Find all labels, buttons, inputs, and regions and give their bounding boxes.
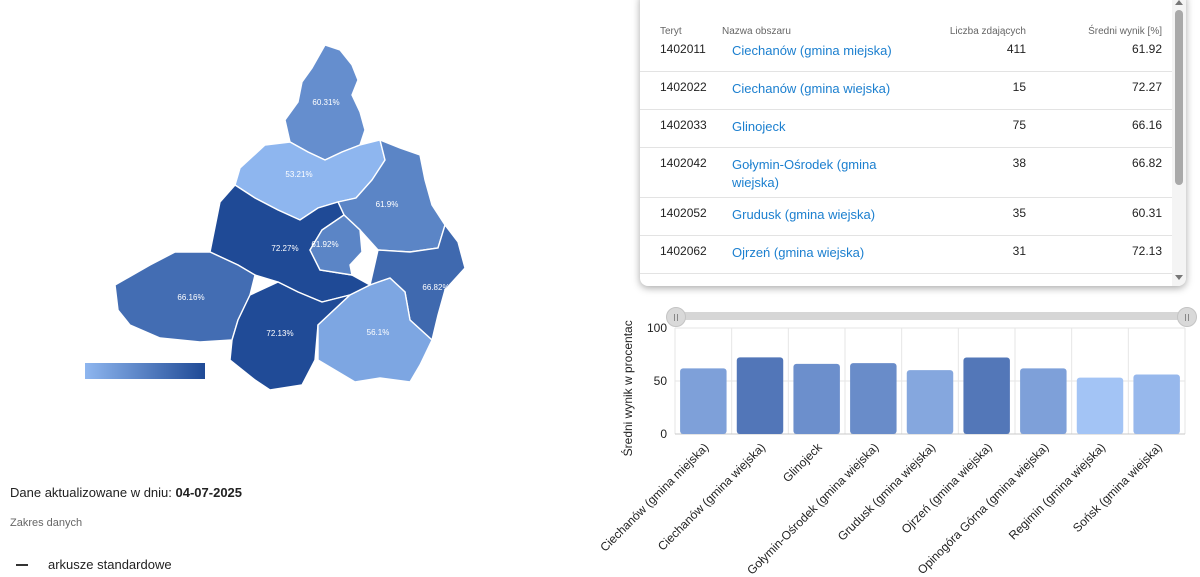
cell-count: 15 xyxy=(1012,80,1026,94)
scroll-thumb[interactable] xyxy=(1175,10,1183,185)
bar-1[interactable] xyxy=(736,357,784,434)
map-region-south[interactable] xyxy=(229,281,353,391)
data-table-card: Teryt Nazwa obszaru Liczba zdających Śre… xyxy=(640,0,1186,286)
bar-0[interactable] xyxy=(680,368,727,434)
map-label-east: 61.9% xyxy=(376,200,399,209)
cell-teryt: 1402022 xyxy=(660,80,707,94)
area-link[interactable]: Ciechanów (gmina miejska) xyxy=(732,43,892,58)
grip-icon xyxy=(1185,314,1186,321)
bar-3[interactable] xyxy=(850,363,897,434)
range-handle-right[interactable] xyxy=(1177,307,1197,327)
table-row: 1402052 Grudusk (gmina wiejska) 35 60.31 xyxy=(640,198,1172,236)
area-link[interactable]: Glinojeck xyxy=(732,119,786,134)
data-table: Teryt Nazwa obszaru Liczba zdających Śre… xyxy=(640,0,1172,286)
map-label-west: 66.16% xyxy=(177,293,204,302)
bar-6[interactable] xyxy=(1020,368,1067,434)
update-date: 04-07-2025 xyxy=(175,485,243,500)
scope-label: Zakres danych xyxy=(10,517,83,529)
cell-teryt: 1402052 xyxy=(660,206,707,220)
cell-count: 411 xyxy=(1006,42,1026,56)
cell-avg: 60.31 xyxy=(1131,206,1162,220)
map-label-northwest: 53.21% xyxy=(285,170,312,179)
cell-teryt: 1402011 xyxy=(660,42,706,56)
cell-teryt: 1402042 xyxy=(660,156,707,170)
map-region-south-east-2[interactable] xyxy=(317,277,433,383)
table-row: 1402033 Glinojeck 75 66.16 xyxy=(640,110,1172,148)
y-tick-label: 100 xyxy=(647,321,667,335)
table-row: 1402022 Ciechanów (gmina wiejska) 15 72.… xyxy=(640,72,1172,110)
table-row: 1402062 Ojrzeń (gmina wiejska) 31 72.13 xyxy=(640,236,1172,274)
y-tick-label: 50 xyxy=(654,374,668,388)
scope-item-label: arkusze standardowe xyxy=(48,557,172,572)
table-row: 1402011 Ciechanów (gmina miejska) 411 61… xyxy=(640,34,1172,72)
map-label-north: 60.31% xyxy=(312,98,339,107)
cell-avg: 66.82 xyxy=(1131,156,1162,170)
choropleth-map: 60.31% 53.21% 61.9% 72.27% 61.92% 66.16%… xyxy=(114,44,466,391)
map-label-city: 61.92% xyxy=(311,240,338,249)
cell-teryt: 1402033 xyxy=(660,118,707,132)
area-link[interactable]: Ciechanów (gmina wiejska) xyxy=(732,81,891,96)
bar-7[interactable] xyxy=(1076,377,1124,434)
x-tick-label: Ciechanów (gmina miejska) xyxy=(600,440,711,554)
map-label-south-east-2: 56.1% xyxy=(367,328,390,337)
update-prefix: Dane aktualizowane w dniu: xyxy=(10,485,172,500)
scroll-up-icon[interactable] xyxy=(1175,0,1183,5)
header-count[interactable]: Liczba zdających xyxy=(949,26,1026,37)
table-row: 1402042 Gołymin-Ośrodek (gmina wiejska) … xyxy=(640,148,1172,198)
cell-avg: 72.27 xyxy=(1131,80,1162,94)
bar-4[interactable] xyxy=(906,370,954,434)
x-tick-label: Grudusk (gmina wiejska) xyxy=(835,440,938,543)
map-legend-gradient xyxy=(85,363,205,379)
map-label-south: 72.13% xyxy=(266,329,293,338)
x-tick-label: Glinojeck xyxy=(780,440,826,486)
x-tick-label: Regimin (gmina wiejska) xyxy=(1006,440,1108,542)
area-link[interactable]: Grudusk (gmina wiejska) xyxy=(732,207,876,222)
bar-5[interactable] xyxy=(963,357,1010,434)
map-label-center-west: 72.27% xyxy=(271,244,298,253)
cell-avg: 66.16 xyxy=(1131,118,1162,132)
scope-item[interactable]: arkusze standardowe xyxy=(16,557,172,572)
cell-count: 38 xyxy=(1012,156,1026,170)
cell-avg: 61.92 xyxy=(1131,42,1162,56)
cell-count: 31 xyxy=(1012,244,1026,258)
table-scrollbar[interactable] xyxy=(1172,0,1186,286)
chart-range-track[interactable] xyxy=(668,312,1190,320)
header-name[interactable]: Nazwa obszaru xyxy=(722,26,791,37)
x-tick-label: Ciechanów (gmina wiejska) xyxy=(655,440,768,553)
header-avg[interactable]: Średni wynik [%] xyxy=(1088,26,1162,37)
range-handle-left[interactable] xyxy=(666,307,686,327)
map-region-city[interactable] xyxy=(309,214,363,276)
header-teryt[interactable]: Teryt xyxy=(660,26,682,37)
dash-icon xyxy=(16,563,28,566)
cell-count: 35 xyxy=(1012,206,1026,220)
grip-icon xyxy=(1188,314,1189,321)
cell-teryt: 1402062 xyxy=(660,244,707,258)
chart-x-ticks: Ciechanów (gmina miejska)Ciechanów (gmin… xyxy=(600,440,1165,577)
area-link[interactable]: Gołymin-Ośrodek (gmina wiejska) xyxy=(732,157,877,190)
bar-2[interactable] xyxy=(793,363,840,434)
y-tick-label: 0 xyxy=(660,427,667,441)
chart-y-ticks: 0 50 100 xyxy=(647,321,667,441)
cell-count: 75 xyxy=(1012,118,1026,132)
grip-icon xyxy=(674,314,675,321)
y-axis-label: Średni wynik w procentach xyxy=(620,320,635,456)
chart-bars xyxy=(680,357,1180,434)
map-label-southeast: 66.82% xyxy=(422,283,449,292)
cell-avg: 72.13 xyxy=(1131,244,1162,258)
area-link[interactable]: Ojrzeń (gmina wiejska) xyxy=(732,245,865,260)
bar-8[interactable] xyxy=(1133,374,1180,434)
update-info: Dane aktualizowane w dniu: 04-07-2025 xyxy=(10,485,242,500)
bar-chart: 0 50 100 Ciechanów (gmina miejska)Ciechanó… xyxy=(600,320,1186,577)
grip-icon xyxy=(677,314,678,321)
scroll-down-icon[interactable] xyxy=(1175,275,1183,280)
